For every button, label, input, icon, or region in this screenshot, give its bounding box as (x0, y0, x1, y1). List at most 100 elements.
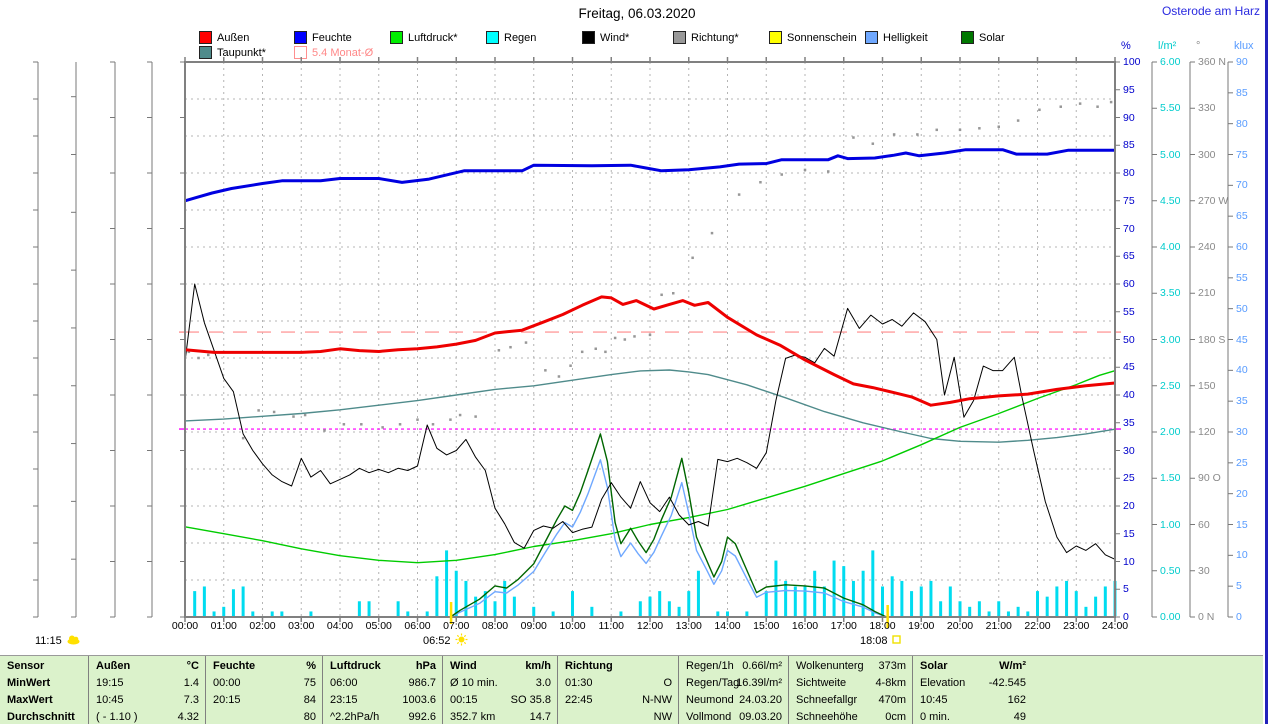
axis-percent-tick-label: 25 (1123, 472, 1135, 485)
richtung-dot (1109, 100, 1113, 104)
axis-percent-tick-label: 75 (1123, 194, 1135, 207)
table-cell-value: 16.39l/m² (736, 677, 782, 689)
x-axis-label: 10:00 (559, 620, 586, 632)
richtung-dot (660, 293, 663, 297)
table-col-Wind: Wind km/h Ø 10 min. 3.0 00:15 SO 35.8 352.7 km… (442, 656, 558, 724)
regen-bar (832, 560, 836, 616)
hour-ticks (184, 57, 1116, 622)
richtung-dot (458, 413, 462, 417)
regen-bar (900, 580, 904, 616)
table-cell-value: 24.03.20 (739, 694, 782, 706)
x-axis-label: 21:00 (985, 620, 1012, 632)
table-row: Regen/1h 0.66l/m² (679, 658, 789, 674)
richtung-dot (416, 418, 419, 421)
station-name-link[interactable]: Osterode am Harz (1161, 4, 1260, 18)
richtung-dot (623, 338, 627, 341)
axis-percent-tick-label: 100 (1123, 56, 1141, 68)
table-row-label: Durchschnitt (7, 711, 75, 723)
table-cell-value: 470m (878, 694, 906, 706)
table-row: 10:45 162 (913, 692, 1264, 708)
x-axis-label: 12:00 (636, 620, 664, 632)
richtung-dot (594, 347, 597, 350)
axis-hpa (71, 62, 77, 618)
legend-color-box-icon (673, 31, 686, 44)
legend-item-label: Regen (504, 31, 537, 44)
table-cell-label: Feuchte (213, 660, 256, 672)
richtung-dot (303, 413, 307, 417)
table-cell-value: NW (653, 711, 672, 723)
axis-deg-tick-label: 330 (1198, 102, 1216, 115)
regen-bar (357, 601, 361, 616)
legend-item-Regen: Regen (486, 31, 536, 44)
sunrise-time: 06:52 (423, 635, 451, 647)
series-Taupunkt (184, 369, 1116, 443)
regen-bar (1094, 596, 1098, 616)
sunset-time: 18:08 (860, 635, 888, 647)
richtung-dot (524, 341, 528, 344)
sunrise-label: 06:52 (423, 633, 468, 648)
regen-bar (745, 611, 749, 616)
table-row: 06:00 986.7 (323, 675, 443, 691)
axis-percent-tick-label: 35 (1123, 416, 1135, 429)
table-cell-label: 00:00 (213, 677, 241, 689)
richtung-dot (381, 426, 384, 429)
table-cell-label: Außen (96, 660, 131, 672)
table-cell-label: Sichtweite (796, 677, 847, 689)
x-axis-label: 07:00 (443, 620, 470, 632)
table-row: 19:15 1.4 (89, 675, 206, 691)
regen-bar (842, 566, 846, 616)
table-row: 00:00 75 (206, 675, 323, 691)
table-cell-label: Solar (920, 660, 948, 672)
axis-percent-tick-label: 80 (1123, 167, 1135, 179)
table-cell-value: SO 35.8 (510, 694, 551, 706)
legend-color-box-icon (961, 31, 974, 44)
x-axis-label: 11:00 (598, 620, 625, 632)
richtung-dot (633, 335, 636, 338)
axis-deg (1189, 61, 1195, 618)
table-cell-label: Regen/1h (686, 660, 734, 672)
axis-klux-tick-label: 45 (1236, 333, 1248, 346)
regen-bar (687, 591, 691, 616)
x-axis-label: 16:00 (791, 620, 819, 632)
axis-percent-tick-label: 70 (1123, 222, 1135, 235)
table-cell-value: 3.0 (535, 677, 551, 689)
table-col-Wolkenunterg: Wolkenunterg 373m Sichtweite 4-8km Schneefal… (788, 656, 913, 724)
table-col-Außen: Außen °C 19:15 1.4 10:45 7.3 ( - 1.10 ) 4.32 (88, 656, 206, 724)
table-cell-label: Neumond (686, 694, 734, 706)
richtung-dot (272, 410, 276, 414)
table-cell-label: Vollmond (686, 711, 732, 723)
legend-item-Solar: Solar (961, 31, 1005, 44)
axis-lm2-tick-label: 4.00 (1160, 241, 1181, 253)
regen-bar (890, 576, 894, 616)
axis-deg-tick-label: 90 O (1198, 472, 1221, 485)
regen-bar (851, 580, 855, 616)
table-row: 00:15 SO 35.8 (443, 692, 558, 708)
regen-bar (793, 586, 797, 616)
axis-klux-tick-label: 70 (1236, 179, 1248, 192)
axis-lm2-tick-label: 5.00 (1160, 148, 1181, 161)
axis-lm2-tick-label: 0.00 (1160, 611, 1181, 623)
axis-deg-tick-label: 360 N (1198, 56, 1227, 68)
regen-bar (270, 611, 274, 616)
axis-deg-tick-label: 210 (1198, 287, 1216, 300)
table-cell-value: 4.32 (177, 711, 199, 723)
regen-bar (910, 591, 914, 616)
x-axis-label: 23:00 (1063, 620, 1090, 632)
regen-bar (1084, 606, 1088, 616)
table-cell-value: 373m (878, 660, 906, 672)
axis-percent-tick-label: 90 (1123, 111, 1135, 124)
table-cell-label: 10:45 (96, 694, 124, 706)
richtung-dot (509, 345, 512, 349)
richtung-dot (892, 133, 896, 136)
regen-bar (784, 580, 788, 616)
richtung-dot (257, 409, 260, 412)
richtung-dot (398, 423, 402, 426)
axis-klux-tick-label: 65 (1236, 210, 1248, 223)
legend-item-5.4 Monat-Ø: 5.4 Monat-Ø (294, 46, 373, 59)
axis-deg-tick-label: 180 S (1198, 333, 1226, 346)
table-cell-value: W/m² (999, 660, 1026, 672)
x-axis-label: 20:00 (946, 620, 974, 632)
axis-klux-tick-label: 15 (1236, 518, 1248, 531)
table-cell-value: 09.03.20 (739, 711, 782, 723)
